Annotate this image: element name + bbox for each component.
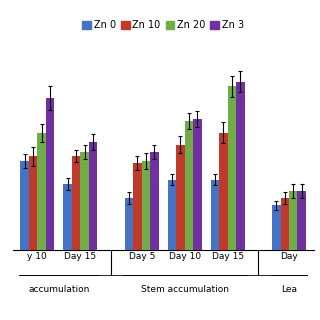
Bar (125, 198, 133, 250)
Bar (298, 191, 306, 250)
Bar (219, 133, 228, 250)
Bar (72, 156, 80, 250)
Bar (29, 156, 37, 250)
Bar (211, 180, 219, 250)
Bar (63, 184, 72, 250)
Bar (133, 163, 142, 250)
Bar (168, 180, 176, 250)
Bar (142, 161, 150, 250)
Bar (80, 152, 89, 250)
Bar (20, 161, 29, 250)
Bar (176, 145, 185, 250)
Bar (228, 86, 236, 250)
Bar (150, 152, 159, 250)
Text: accumulation: accumulation (28, 285, 90, 294)
Bar (89, 142, 97, 250)
Text: Lea: Lea (281, 285, 297, 294)
Bar (37, 133, 46, 250)
Bar (236, 82, 244, 250)
Text: Stem accumulation: Stem accumulation (141, 285, 229, 294)
Bar (193, 119, 202, 250)
Bar (272, 205, 281, 250)
Bar (46, 98, 54, 250)
Bar (289, 191, 298, 250)
Bar (185, 121, 193, 250)
Legend: Zn 0, Zn 10, Zn 20, Zn 3: Zn 0, Zn 10, Zn 20, Zn 3 (78, 16, 248, 34)
Bar (281, 198, 289, 250)
